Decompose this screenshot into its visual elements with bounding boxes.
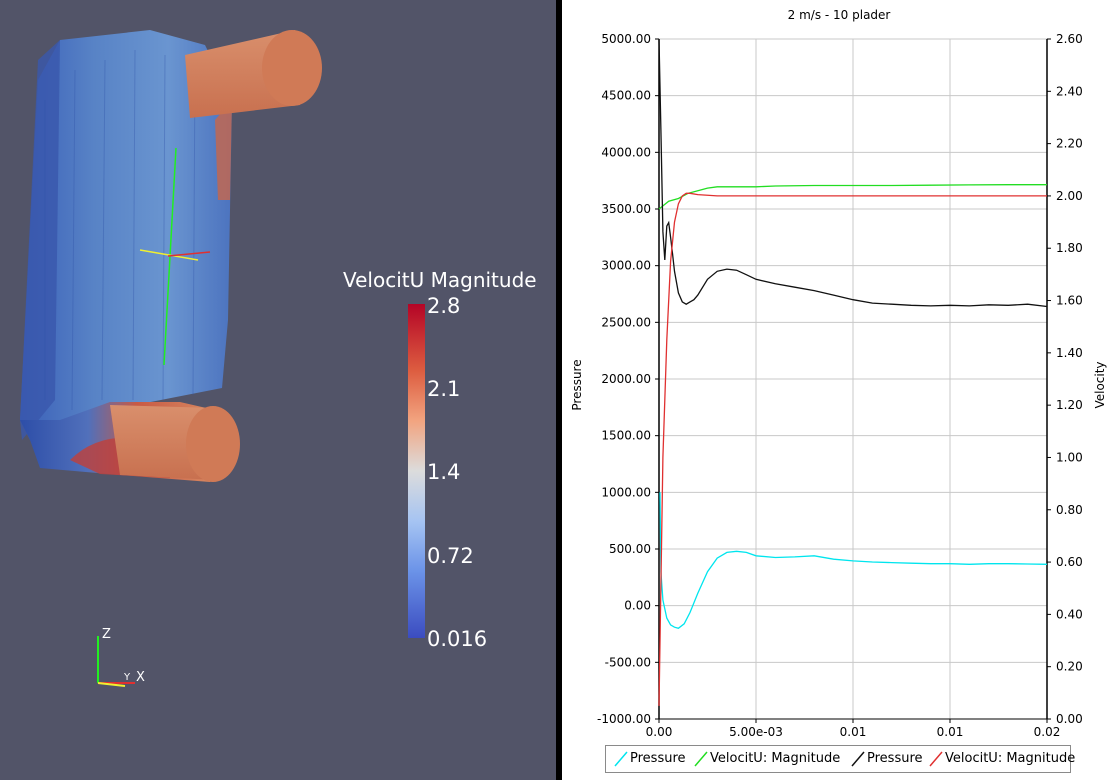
plate-edge <box>20 40 60 440</box>
colorbar-label-max: 2.8 <box>427 294 461 318</box>
axis-x-label: X <box>136 670 145 685</box>
colorbar-label-min: 0.016 <box>427 627 488 651</box>
glyph-horizontal <box>139 249 199 261</box>
colorbar-label-3: 1.4 <box>427 460 461 484</box>
render-view[interactable]: VelocitU Magnitude 2.8 2.1 1.4 0.72 0.01… <box>0 0 556 780</box>
legend-label: Pressure <box>630 751 686 766</box>
legend-label: VelocitU: Magnitude <box>710 751 841 766</box>
top-pipe-cap <box>262 30 322 106</box>
chart-legend: Pressure VelocitU: Magnitude Pressure Veloc… <box>605 745 1075 773</box>
hot-spot-top <box>215 100 232 200</box>
axis-z-label: Z <box>102 627 111 642</box>
legend-swatch <box>929 751 943 767</box>
colorbar-title: VelocitU Magnitude <box>343 268 537 292</box>
view-splitter[interactable] <box>556 0 562 780</box>
heat-exchanger-render[interactable] <box>0 0 556 780</box>
legend-swatch <box>851 751 865 767</box>
line-chart-view[interactable] <box>562 0 1116 780</box>
axis-y-label: Y <box>124 672 131 683</box>
colorbar-label-2: 2.1 <box>427 377 461 401</box>
bottom-pipe-cap <box>186 406 240 482</box>
legend-swatch <box>614 751 628 767</box>
legend-label: VelocitU: Magnitude <box>945 751 1076 766</box>
legend-swatch <box>694 751 708 767</box>
colorbar-label-4: 0.72 <box>427 544 474 568</box>
plate-body <box>20 30 232 440</box>
bottom-pipe <box>110 405 215 480</box>
chart-title: 2 m/s - 10 plader <box>787 8 891 22</box>
glyph-red <box>167 251 211 257</box>
legend-label: Pressure <box>867 751 923 766</box>
colorbar-gradient <box>408 304 425 638</box>
